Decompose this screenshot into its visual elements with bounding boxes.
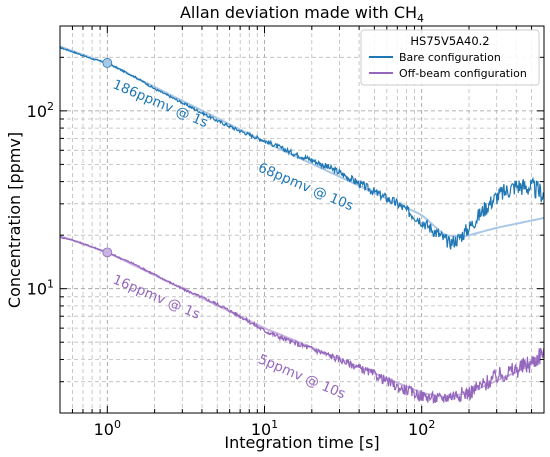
y-tick-label: 101	[27, 278, 54, 299]
one-second-markers	[102, 58, 113, 258]
x-tick-label-base: 10	[94, 420, 114, 439]
one-second-marker	[102, 247, 113, 258]
grid	[59, 25, 545, 414]
y-tick-label-base: 10	[27, 280, 47, 299]
chart-title-text: Allan deviation made with CH	[180, 3, 417, 22]
y-tick-label-exponent: 2	[47, 100, 54, 113]
plot-frame	[59, 25, 545, 414]
x-tick-label-exponent: 1	[271, 418, 278, 431]
legend-box	[360, 29, 540, 86]
data-series	[59, 46, 545, 404]
x-tick-label: 101	[251, 418, 278, 439]
data-line	[59, 46, 545, 250]
legend-entry: Bare configuration	[399, 51, 501, 64]
chart-title: Allan deviation made with CH4	[180, 3, 424, 25]
chart-title-subscript: 4	[417, 12, 424, 25]
y-tick-label: 102	[27, 100, 54, 121]
legend-entry: Off-beam configuration	[399, 67, 527, 80]
x-tick-label-exponent: 0	[114, 418, 121, 431]
x-tick-label: 102	[408, 418, 435, 439]
x-axis-label: Integration time [s]	[224, 433, 379, 452]
series-annotation: 68ppmv @ 10s	[256, 160, 356, 214]
legend-title: HS75V5A40.2	[410, 34, 489, 48]
series-annotation: 186ppmv @ 1s	[110, 77, 210, 131]
y-tick-label-exponent: 1	[47, 278, 54, 291]
y-tick-label-base: 10	[27, 102, 47, 121]
one-second-marker	[102, 58, 113, 68]
data-line	[59, 236, 545, 404]
y-axis-label: Concentration [ppmv]	[5, 132, 24, 308]
legend: HS75V5A40.2 Bare configuration Off-beam co…	[360, 29, 540, 86]
series-annotation: 16ppmv @ 1s	[110, 272, 202, 323]
x-tick-label-base: 10	[251, 420, 271, 439]
x-tick-label-base: 10	[408, 420, 428, 439]
x-tick-label-exponent: 2	[428, 418, 435, 431]
x-tick-label: 100	[94, 418, 121, 439]
